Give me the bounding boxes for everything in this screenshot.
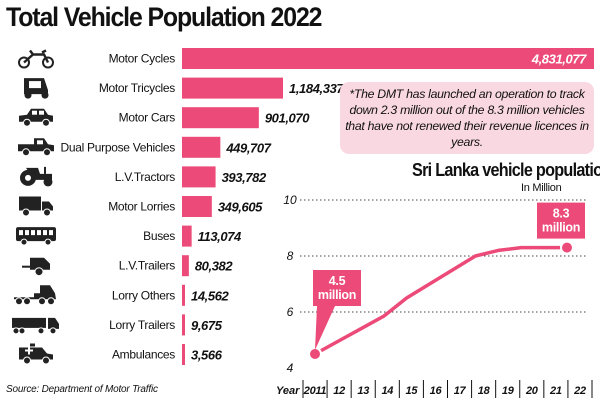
annotation-label: million <box>318 288 356 302</box>
x-tick-label: 17 <box>454 385 467 397</box>
annotation-label: 4.5 <box>329 274 346 288</box>
tractor-icon <box>20 166 53 187</box>
pickup-icon <box>18 138 54 157</box>
bar-category-label: L.V.Trailers <box>119 259 176 273</box>
x-tick-label: 20 <box>525 385 539 397</box>
y-tick-label: 8 <box>287 249 294 263</box>
annotation-pointer <box>315 306 335 350</box>
bar-value-label: 1,184,337 <box>289 81 344 96</box>
y-tick-label: 4 <box>287 361 294 375</box>
lorry-trailer-icon <box>12 317 59 335</box>
bar-category-label: Motor Tricycles <box>99 81 175 95</box>
annotation-label: 8.3 <box>553 207 570 221</box>
x-tick-label: 13 <box>357 385 369 397</box>
annotation-box <box>313 270 361 306</box>
lorry-icon <box>19 196 53 217</box>
page-title: Total Vehicle Population 2022 <box>6 2 322 32</box>
bar <box>182 48 594 69</box>
x-tick-label: 16 <box>430 385 443 397</box>
line-chart-unit: In Million <box>521 182 562 194</box>
bar-value-label: 449,707 <box>225 140 271 155</box>
line-chart-title: Sri Lanka vehicle population <box>412 160 600 180</box>
bar-value-label: 80,382 <box>195 259 234 274</box>
population-series-line <box>313 245 569 356</box>
bar-category-label: Motor Cars <box>119 111 176 125</box>
x-tick-label: 19 <box>502 385 515 397</box>
y-tick-label: 6 <box>287 305 294 319</box>
x-tick-label: 21 <box>549 385 562 397</box>
bar <box>182 284 185 306</box>
bar-value-label: 393,782 <box>222 170 267 185</box>
motorcycle-icon <box>18 49 54 69</box>
x-tick-label: 15 <box>406 385 419 397</box>
trailer-icon <box>22 257 50 277</box>
data-point-marker <box>308 347 322 361</box>
annotation-label: million <box>542 221 580 235</box>
car-icon <box>19 108 53 127</box>
bar <box>182 314 185 336</box>
y-tick-label: 10 <box>283 193 297 207</box>
annotation-box <box>537 202 585 239</box>
bar <box>182 77 284 99</box>
x-tick-label: 18 <box>478 385 491 397</box>
bar-value-label: 14,562 <box>191 288 230 303</box>
data-point-marker <box>560 240 574 255</box>
bar-value-label: 113,074 <box>198 229 242 244</box>
x-tick-label: 2011 <box>303 385 327 397</box>
bar <box>182 136 221 158</box>
bus-icon <box>16 227 56 246</box>
x-tick-label: 14 <box>381 385 393 397</box>
bar-category-label: Motor Lorries <box>108 200 175 214</box>
bar <box>182 225 192 247</box>
x-axis-title: Year <box>276 385 300 397</box>
bar-category-label: Lorry Others <box>112 288 175 302</box>
bar-category-label: Dual Purpose Vehicles <box>61 140 176 154</box>
bar <box>182 255 189 277</box>
bar-category-label: Motor Cycles <box>109 52 176 66</box>
ambulance-icon <box>19 343 53 365</box>
bar-value-label: 3,566 <box>191 348 223 363</box>
bar-value-label: 349,605 <box>218 200 263 215</box>
bar <box>182 107 259 129</box>
bar <box>182 196 212 217</box>
bar-value-label: 901,070 <box>265 111 310 126</box>
bar-category-label: Lorry Trailers <box>109 318 175 332</box>
x-tick-label: 22 <box>573 385 586 397</box>
prime-mover-icon <box>14 285 56 306</box>
tricycle-icon <box>24 78 49 99</box>
bar-value-label: 4,831,077 <box>531 52 587 67</box>
bar-category-label: Buses <box>143 229 175 243</box>
source-note: Source: Department of Motor Traffic <box>6 384 158 395</box>
bar-category-label: Ambulances <box>112 348 175 362</box>
dmt-note: *The DMT has launched an operation to tr… <box>340 82 594 154</box>
bar-value-label: 9,675 <box>191 318 223 333</box>
bar <box>182 166 216 188</box>
bar <box>182 344 185 365</box>
bar-category-label: L.V.Tractors <box>115 170 176 184</box>
x-tick-label: 12 <box>333 385 345 397</box>
